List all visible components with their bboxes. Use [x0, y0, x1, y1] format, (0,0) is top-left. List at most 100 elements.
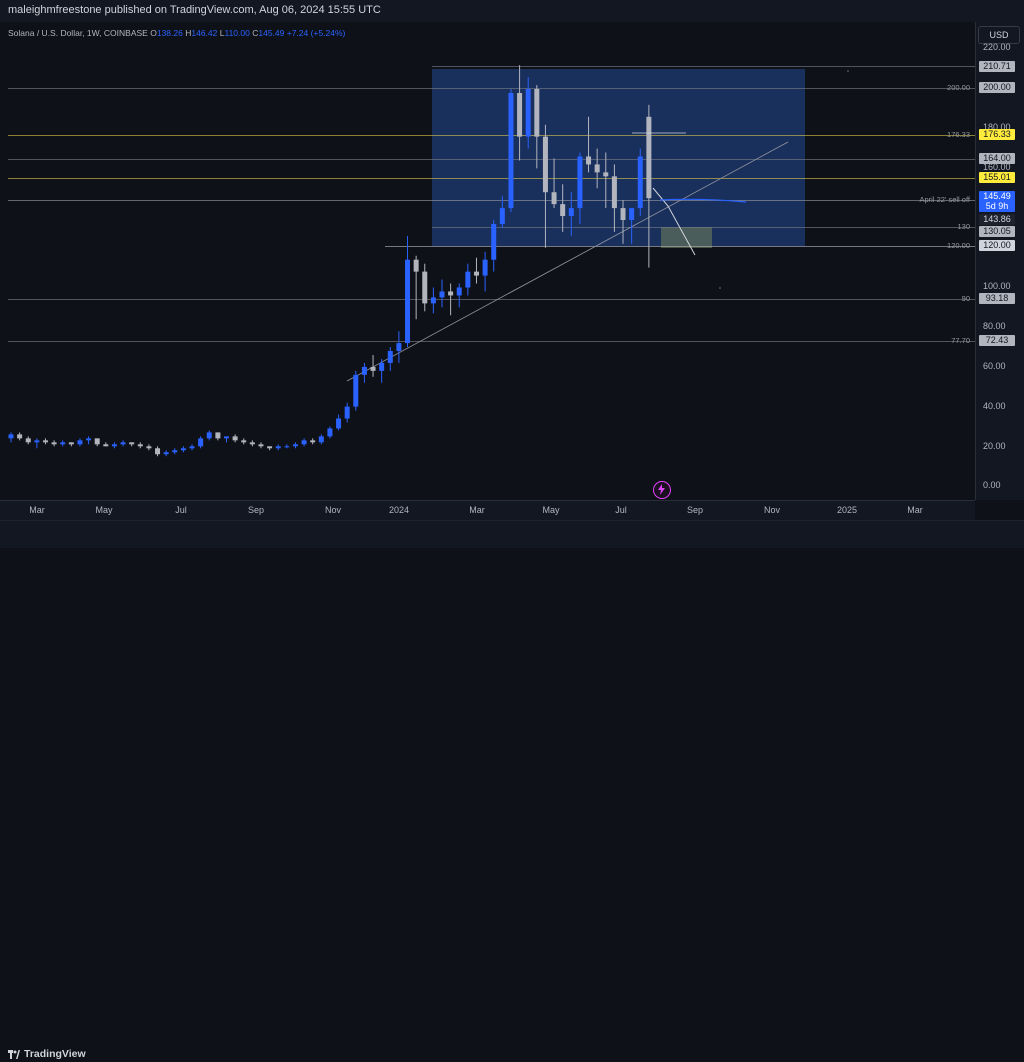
candle-body [206, 432, 212, 439]
chart-area[interactable] [0, 22, 975, 500]
candle-body [137, 444, 143, 447]
line-label: 130 [957, 222, 970, 231]
candle-body [491, 223, 497, 260]
candle-body [258, 444, 264, 447]
chart-canvas[interactable] [0, 22, 975, 500]
candle-body [241, 440, 247, 443]
candle-body [473, 271, 479, 276]
chart-legend: Solana / U.S. Dollar, 1W, COINBASE O138.… [8, 28, 345, 38]
price-tick-label: 20.00 [983, 441, 1006, 451]
line-label: 120.00 [947, 241, 970, 250]
time-tick-label: Nov [324, 505, 341, 515]
candle-body [422, 271, 428, 304]
candle-body [379, 362, 385, 371]
tradingview-brand: TradingView [24, 1048, 86, 1060]
price-tick-label: 220.00 [983, 42, 1011, 52]
candle-body [94, 438, 100, 445]
price-tag: 164.00 [979, 153, 1015, 164]
time-tick-label: Mar [29, 505, 45, 515]
open-key: O [150, 28, 157, 38]
price-tag: 93.18 [979, 293, 1015, 304]
candle-body [629, 208, 635, 221]
candle-body [344, 406, 350, 419]
blue-curve [659, 198, 747, 203]
change-value: +7.24 (+5.24%) [286, 28, 346, 38]
projection-path [652, 187, 696, 256]
price-tag: 155.01 [979, 172, 1015, 183]
time-tick-label: Sep [247, 505, 264, 515]
candle-body [551, 192, 557, 205]
candle-body [198, 438, 204, 447]
time-tick-label: Sep [686, 505, 703, 515]
candle-body [465, 271, 471, 288]
candle-body [577, 156, 583, 209]
candle-body [499, 208, 505, 224]
candle-body [111, 444, 117, 447]
events-bolt-icon[interactable] [653, 481, 671, 499]
candle-body [267, 446, 273, 449]
price-tick-label: 100.00 [983, 281, 1011, 291]
price-tag: 5d 9h [979, 201, 1015, 212]
published-text: maleighmfreestone published on TradingVi… [8, 4, 381, 16]
candle-body [68, 442, 74, 445]
symbol-title[interactable]: Solana / U.S. Dollar, 1W, COINBASE [8, 28, 148, 38]
price-tick-label: 0.00 [983, 480, 1001, 490]
candle-body [42, 440, 48, 443]
price-tick-label: 80.00 [983, 321, 1006, 331]
candle-body [646, 116, 652, 199]
candle-body [249, 442, 255, 445]
candle-body [336, 418, 342, 429]
candle-body [517, 92, 523, 137]
line-label: 176.33 [947, 130, 970, 139]
price-tick-label: 60.00 [983, 361, 1006, 371]
time-tick-label: May [95, 505, 113, 515]
candle-body [172, 450, 178, 453]
candle-body [60, 442, 66, 445]
price-tag: 72.43 [979, 335, 1015, 346]
candle-body [86, 438, 92, 441]
candle-body [224, 436, 229, 439]
time-tick-label: Nov [763, 505, 780, 515]
target-zone-rect [661, 227, 712, 248]
candle-body [439, 291, 445, 298]
candle-body [542, 136, 548, 193]
candle-body [146, 446, 152, 449]
candle-body [387, 351, 393, 363]
candle-body [482, 259, 488, 276]
candle-body [17, 434, 23, 439]
candle-body [620, 208, 626, 221]
candle-body [637, 156, 643, 209]
footer-bar: TradingView [0, 520, 1024, 1060]
candle-body [180, 448, 186, 451]
open-value: 138.26 [156, 28, 183, 38]
candle-body [353, 374, 359, 407]
time-axis[interactable] [0, 500, 975, 521]
time-tick-label: Jul [615, 505, 627, 515]
candle-body [568, 208, 574, 217]
price-tag: 130.05 [979, 226, 1015, 237]
price-tag: 120.00 [979, 240, 1015, 251]
publisher-bar: maleighmfreestone published on TradingVi… [0, 0, 1024, 23]
candle-body [34, 440, 40, 443]
currency-button[interactable]: USD [978, 26, 1020, 44]
candle-body [560, 204, 566, 217]
line-label: 200.00 [947, 83, 970, 92]
tradingview-logo[interactable]: TradingView [8, 1048, 96, 1062]
candle-body [103, 444, 109, 447]
candle-body [456, 287, 462, 296]
candle-body [232, 436, 238, 441]
line-label: April 22' sell off [919, 195, 971, 204]
price-tag: 143.86 [979, 214, 1015, 225]
candle-body [129, 442, 135, 445]
low-key: L [219, 28, 225, 38]
time-tick-label: 2024 [388, 505, 410, 515]
candle-body [611, 176, 617, 209]
price-axis[interactable] [975, 22, 1024, 500]
candle-body [370, 366, 376, 371]
candle-body [301, 440, 307, 445]
candle-body [155, 448, 161, 455]
candle-body [413, 259, 419, 272]
candle-body [163, 452, 169, 455]
candle-body [284, 446, 290, 448]
dot-marker [719, 287, 721, 289]
